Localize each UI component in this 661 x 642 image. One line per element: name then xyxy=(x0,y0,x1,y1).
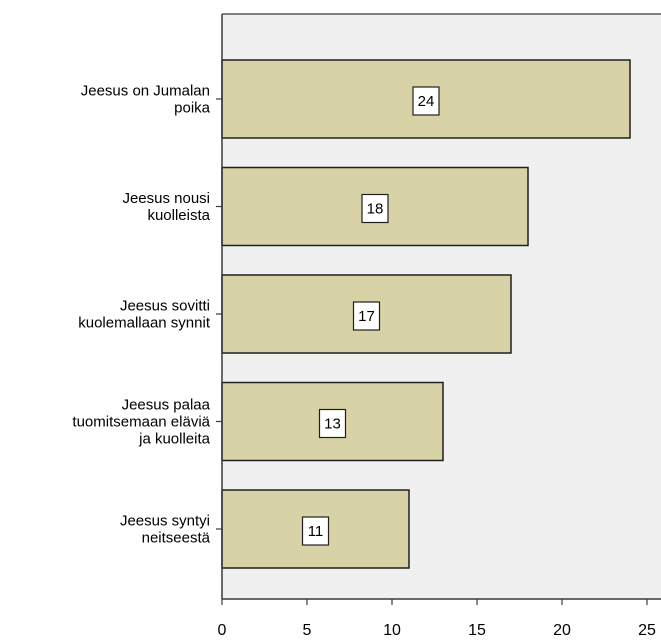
value-label: 24 xyxy=(418,93,435,110)
category-label: kuolemallaan synnit xyxy=(78,315,211,332)
value-label-group: 24 xyxy=(412,86,440,116)
category-label: Jeesus syntyi xyxy=(120,513,210,530)
value-label-box xyxy=(352,301,381,331)
x-tick-label: 10 xyxy=(383,622,401,639)
value-label-group: 13 xyxy=(318,408,347,439)
category-label: Jeesus palaa xyxy=(122,397,211,414)
category-label: ja kuolleita xyxy=(138,431,211,448)
category-label: Jeesus on Jumalan xyxy=(81,83,210,100)
value-label-box xyxy=(412,86,440,116)
x-tick-label: 15 xyxy=(468,622,486,639)
category-label: Jeesus nousi xyxy=(122,190,210,207)
value-label-box xyxy=(301,516,330,546)
category-label: neitseestä xyxy=(142,530,211,547)
category-label: Jeesus sovitti xyxy=(120,298,210,315)
category-label: poika xyxy=(174,100,211,117)
value-label: 11 xyxy=(308,523,324,540)
value-label: 13 xyxy=(324,416,341,433)
category-label: kuolleista xyxy=(147,207,210,224)
x-tick-label: 20 xyxy=(553,622,571,639)
value-label-group: 17 xyxy=(352,301,381,331)
x-tick-label: 5 xyxy=(303,622,312,639)
category-label: tuomitsemaan eläviä xyxy=(72,414,210,431)
value-label-box xyxy=(361,193,389,224)
value-label-group: 11 xyxy=(301,516,330,546)
x-tick-label: 0 xyxy=(218,622,227,639)
x-tick-label: 25 xyxy=(638,622,656,639)
value-label-box xyxy=(318,408,347,439)
value-label: 17 xyxy=(358,308,375,325)
value-label-group: 18 xyxy=(361,193,389,224)
value-label: 18 xyxy=(367,201,384,218)
